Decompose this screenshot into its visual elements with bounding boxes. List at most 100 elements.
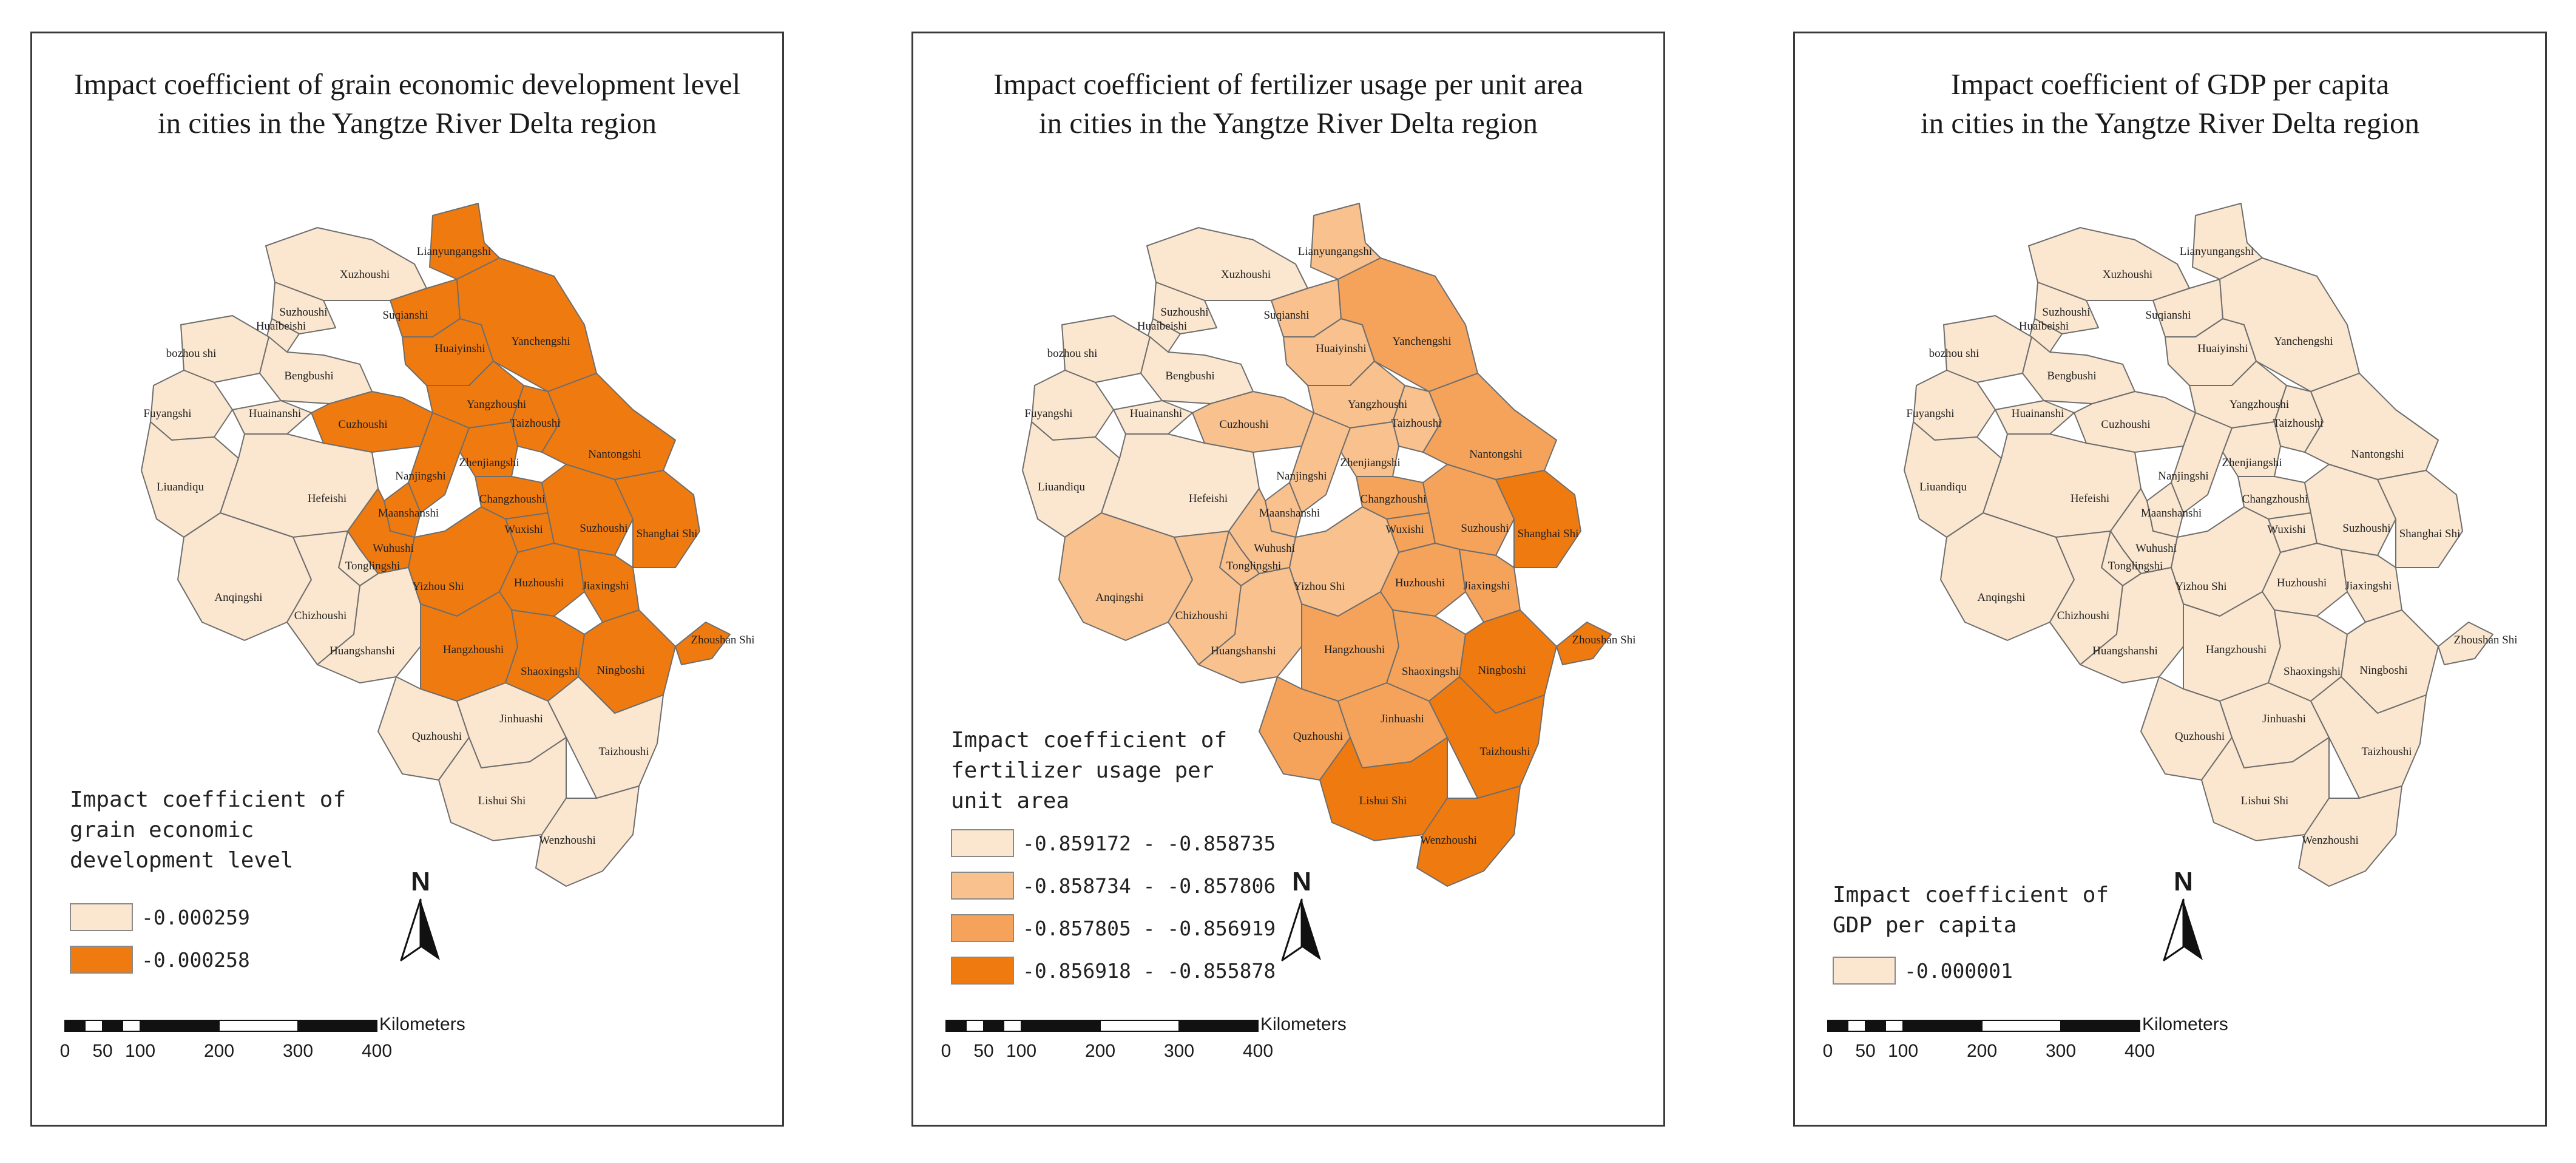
city-label-hb: Huaibeishi: [255, 320, 306, 333]
map-panel-3: Impact coefficient of GDP per capita in c…: [1793, 32, 2547, 1127]
city-label-hf: Hefeishi: [1188, 492, 1228, 505]
city-label-bb: Bengbushi: [2047, 370, 2097, 382]
city-region-szh[interactable]: [271, 282, 336, 334]
scale-tick-label: 0: [941, 1041, 952, 1061]
city-label-sq: Suqianshi: [1263, 309, 1310, 322]
city-region-zs[interactable]: [1556, 622, 1612, 665]
scale-bar: Kilometers 0 50 100 200 300 400: [60, 1011, 465, 1077]
city-label-yz: Yangzhoushi: [2229, 398, 2290, 411]
city-label-nb: Ningboshi: [1478, 664, 1526, 677]
city-label-hs: Huangshanshi: [2092, 645, 2158, 657]
city-region-wz[interactable]: [2298, 785, 2402, 887]
city-label-zj: Zhenjiangshi: [459, 456, 519, 469]
city-label-qz: Quzhoushi: [1293, 730, 1344, 743]
legend-title-line: Impact coefficient of: [1833, 883, 2109, 907]
city-region-sh[interactable]: [1495, 470, 1581, 568]
panel-title-line-1: Impact coefficient of grain economic dev…: [73, 67, 741, 101]
city-label-nt: Nantongshi: [588, 448, 641, 461]
city-label-zs: Zhoushan Shi: [2453, 634, 2518, 646]
scale-tick-label: 100: [1887, 1041, 1919, 1061]
city-label-hn: Huainanshi: [1129, 407, 1183, 420]
legend-item: -0.000259: [70, 903, 250, 932]
city-label-bz: bozhou shi: [1047, 347, 1098, 360]
scale-tick-label: 0: [59, 1041, 70, 1061]
scale-tick-label: 200: [203, 1041, 235, 1061]
city-region-hn[interactable]: [1995, 400, 2075, 435]
city-region-bb[interactable]: [2022, 336, 2135, 404]
city-label-qz: Quzhoushi: [2174, 730, 2225, 743]
choropleth-map: [141, 203, 731, 887]
map-panel-1: Impact coefficient of grain economic dev…: [30, 32, 784, 1127]
north-arrow-icon: [1281, 898, 1321, 961]
north-arrow-icon: [400, 898, 440, 961]
city-label-mas: Maanshanshi: [1259, 507, 1320, 520]
scale-tick-label: 50: [973, 1041, 994, 1061]
city-region-sh[interactable]: [2377, 470, 2463, 568]
city-label-sz: Suzhoushi: [580, 522, 628, 535]
city-label-wh: Wuhushi: [1254, 542, 1295, 555]
city-region-szh[interactable]: [1152, 282, 1217, 334]
city-region-zs[interactable]: [2438, 622, 2493, 665]
city-region-ls[interactable]: [1319, 737, 1448, 841]
city-label-ha: Huaiyinshi: [434, 342, 485, 355]
city-region-nt[interactable]: [541, 373, 676, 480]
city-label-sz: Suzhoushi: [2342, 522, 2391, 535]
city-region-tzz[interactable]: [1428, 676, 1545, 799]
city-label-yc: Yanchengshi: [2274, 335, 2333, 348]
city-region-hn[interactable]: [1113, 400, 1193, 435]
city-label-hn: Huainanshi: [248, 407, 302, 420]
city-label-la: Liuandiqu: [1919, 481, 1967, 493]
city-region-ls[interactable]: [2201, 737, 2330, 841]
city-region-zs[interactable]: [675, 622, 731, 665]
city-label-hz: Hangzhoushi: [2205, 643, 2267, 656]
city-region-wz[interactable]: [1416, 785, 1521, 887]
scale-tick-label: 200: [1966, 1041, 1998, 1061]
city-label-wz: Wenzhoushi: [1420, 834, 1477, 847]
city-label-sz: Suzhoushi: [1461, 522, 1509, 535]
city-label-nj: Nanjingshi: [1276, 470, 1327, 483]
scale-tick-label: 400: [361, 1041, 393, 1061]
legend-item: -0.000258: [70, 945, 250, 974]
city-label-xz: Xuzhoushi: [339, 268, 390, 281]
city-region-ls[interactable]: [438, 737, 567, 841]
city-label-qz: Quzhoushi: [411, 730, 462, 743]
legend-label: -0.000258: [141, 948, 250, 972]
city-region-bb[interactable]: [259, 336, 373, 404]
city-region-wz[interactable]: [535, 785, 640, 887]
city-region-nt[interactable]: [1422, 373, 1557, 480]
city-label-fy: Fuyangshi: [143, 407, 192, 420]
legend-swatch: [951, 829, 1014, 857]
legend-item: -0.858734 - -0.857806: [951, 871, 1276, 900]
city-label-sq: Suqianshi: [382, 309, 428, 322]
scale-tick-label: 400: [2124, 1041, 2155, 1061]
city-region-hn[interactable]: [232, 400, 312, 435]
scale-bar: Kilometers 0 50 100 200 300 400: [941, 1011, 1347, 1077]
panel-title-line-2: in cities in the Yangtze River Delta reg…: [1921, 106, 2419, 140]
legend-swatch: [70, 903, 133, 931]
panel-title-line-2: in cities in the Yangtze River Delta reg…: [1039, 106, 1538, 140]
city-region-tzz[interactable]: [547, 676, 664, 799]
scale-tick-label: 300: [1163, 1041, 1195, 1061]
city-label-tzj: Taizhoushi: [1391, 417, 1442, 430]
north-letter: N: [411, 867, 430, 897]
city-region-nt[interactable]: [2304, 373, 2439, 480]
city-label-chz: Changzhoushi: [479, 493, 546, 506]
city-label-aq: Anqingshi: [214, 591, 263, 604]
city-label-ls: Lishui Shi: [1359, 795, 1407, 807]
city-region-bb[interactable]: [1140, 336, 1254, 404]
scale-unit: Kilometers: [379, 1014, 465, 1034]
city-label-nt: Nantongshi: [1469, 448, 1523, 461]
legend-title-line: unit area: [951, 788, 1070, 813]
city-label-bz: bozhou shi: [166, 347, 217, 360]
scale-bar-graphic: [945, 1020, 1259, 1032]
city-label-chi: Chizhoushi: [1175, 609, 1228, 622]
city-region-tzz[interactable]: [2310, 676, 2427, 799]
city-region-szh[interactable]: [2034, 282, 2099, 334]
city-label-sx: Shaoxingshi: [2284, 665, 2341, 678]
scale-bar-graphic: [64, 1020, 377, 1032]
city-label-mas: Maanshanshi: [377, 507, 439, 520]
legend-label: -0.000001: [1904, 958, 2013, 983]
city-region-sh[interactable]: [614, 470, 700, 568]
city-label-xz: Xuzhoushi: [1220, 268, 1271, 281]
panel-title: Impact coefficient of grain economic dev…: [32, 65, 782, 143]
